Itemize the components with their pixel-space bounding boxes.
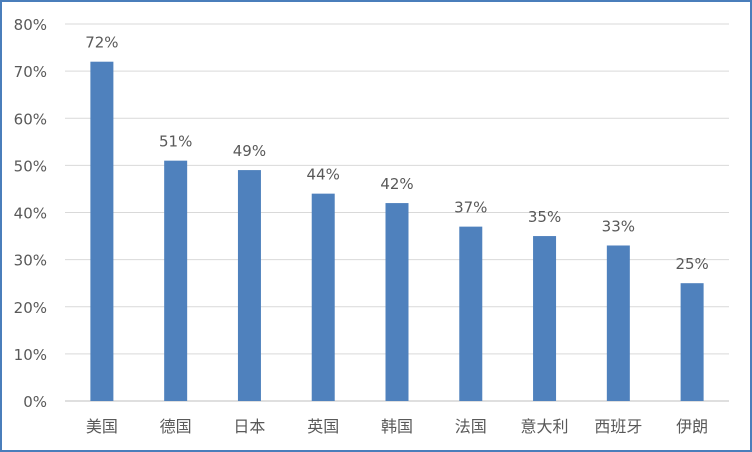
bar: [606, 245, 630, 401]
y-tick-label: 50%: [14, 157, 47, 175]
y-tick-label: 10%: [14, 346, 47, 364]
y-tick-label: 20%: [14, 299, 47, 317]
x-tick-label: 德国: [160, 417, 192, 436]
data-label: 37%: [454, 199, 487, 217]
data-label: 35%: [528, 208, 561, 226]
data-label: 44%: [307, 166, 340, 184]
x-tick-label: 法国: [455, 417, 487, 436]
bar: [680, 283, 704, 401]
bar: [533, 236, 557, 401]
y-tick-label: 0%: [23, 393, 47, 411]
x-tick-label: 英国: [307, 417, 339, 436]
data-label: 25%: [675, 255, 708, 273]
y-tick-label: 30%: [14, 252, 47, 270]
bar: [90, 61, 114, 401]
x-tick-label: 西班牙: [594, 417, 642, 436]
bar: [237, 170, 261, 401]
data-label: 72%: [85, 34, 118, 52]
y-tick-label: 70%: [14, 63, 47, 81]
bar: [459, 226, 483, 401]
y-tick-label: 80%: [14, 16, 47, 34]
x-tick-label: 美国: [86, 417, 118, 436]
x-tick-label: 韩国: [381, 417, 413, 436]
x-tick-label: 伊朗: [676, 417, 708, 436]
y-tick-label: 40%: [14, 205, 47, 223]
data-label: 42%: [380, 175, 413, 193]
y-tick-label: 60%: [14, 110, 47, 128]
bar: [385, 203, 409, 401]
bar: [311, 193, 335, 401]
data-label: 49%: [233, 142, 266, 160]
x-tick-label: 日本: [233, 417, 265, 436]
data-label: 51%: [159, 133, 192, 151]
x-tick-label: 意大利: [521, 417, 569, 436]
data-label: 33%: [602, 217, 635, 235]
bar: [164, 160, 188, 401]
